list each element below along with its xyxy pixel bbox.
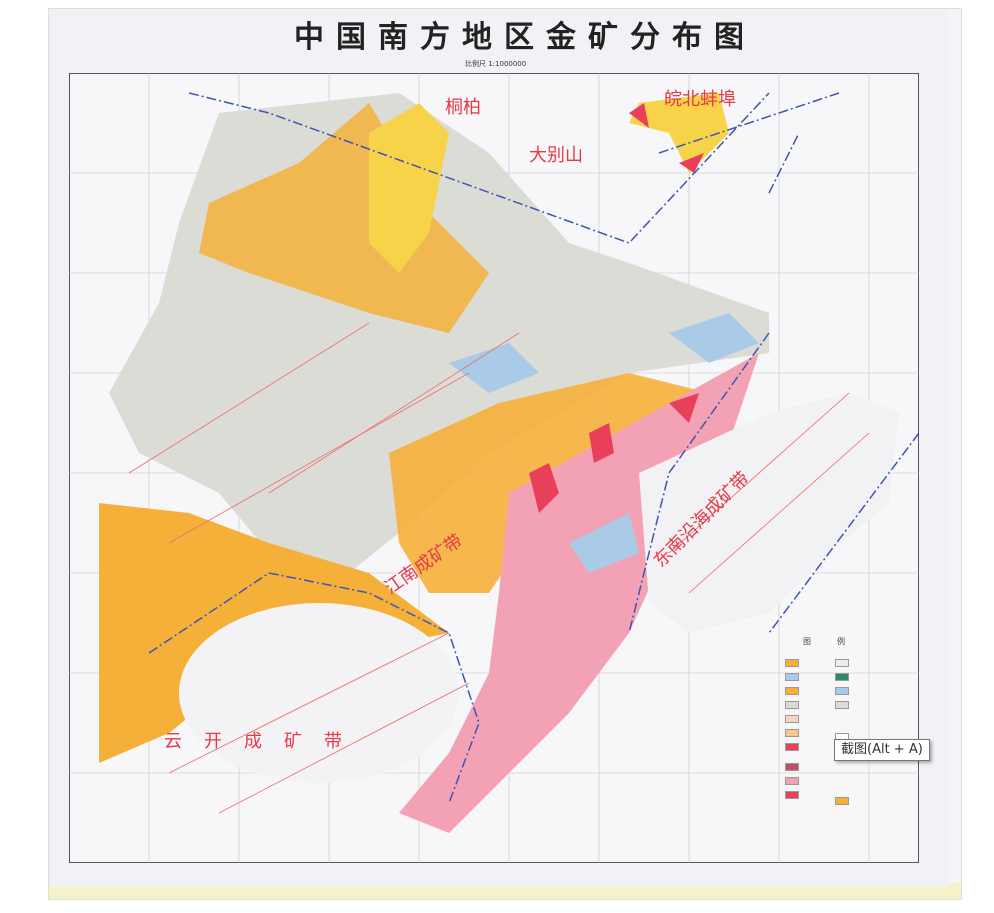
region-orange-north — [199, 103, 489, 333]
map-scale: 比例尺 1:1000000 — [465, 60, 527, 68]
fault-lines — [128, 322, 870, 814]
legend-swatch — [835, 687, 849, 695]
region-blue — [449, 313, 759, 573]
paper-edge — [49, 883, 961, 899]
label-bengbu: 皖北蚌埠 — [664, 89, 736, 110]
legend-swatch — [785, 791, 799, 799]
belt-boundaries — [148, 92, 919, 804]
region-red-spots — [529, 393, 699, 513]
legend-swatch — [785, 687, 799, 695]
label-tongbai: 桐柏 — [445, 97, 481, 118]
legend-swatch — [785, 659, 799, 667]
legend-swatch — [785, 673, 799, 681]
map-legend: 图例 — [779, 637, 889, 807]
map-sheet: 中国南方地区金矿分布图 比例尺 1:1000000 — [49, 9, 949, 887]
geologic-map — [69, 73, 919, 863]
legend-swatch — [835, 701, 849, 709]
legend-swatch — [785, 729, 799, 737]
legend-swatch — [835, 797, 849, 805]
label-yunkai-belt: 云开成矿带 — [164, 731, 364, 752]
legend-swatch — [835, 659, 849, 667]
legend-swatch — [785, 701, 799, 709]
legend-swatch — [785, 743, 799, 751]
legend-title: 图例 — [803, 637, 871, 646]
legend-swatch — [785, 763, 799, 771]
legend-swatch — [785, 715, 799, 723]
region-yellow-north — [369, 103, 449, 273]
label-dabieshan: 大别山 — [529, 145, 583, 166]
legend-swatch — [785, 777, 799, 785]
legend-swatch — [835, 673, 849, 681]
image-viewer: 中国南方地区金矿分布图 比例尺 1:1000000 — [48, 8, 962, 900]
region-bengbu-red — [629, 103, 704, 173]
map-title: 中国南方地区金矿分布图 — [294, 20, 756, 55]
screenshot-tooltip: 截图(Alt + A) — [834, 739, 930, 761]
region-coastal — [639, 393, 899, 633]
region-yunkai — [179, 603, 459, 783]
